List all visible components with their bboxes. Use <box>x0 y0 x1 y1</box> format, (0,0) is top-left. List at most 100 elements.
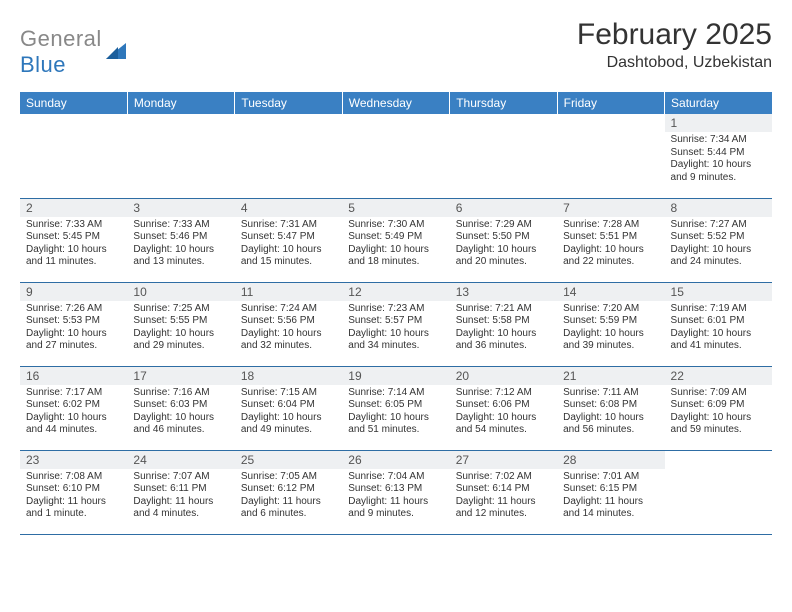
daylight-text: Daylight: 10 hours and 13 minutes. <box>133 244 228 269</box>
day-body: Sunrise: 7:33 AMSunset: 5:46 PMDaylight:… <box>127 217 234 273</box>
day-number: 9 <box>20 283 127 301</box>
day-cell: 28Sunrise: 7:01 AMSunset: 6:15 PMDayligh… <box>557 450 664 534</box>
day-body: Sunrise: 7:23 AMSunset: 5:57 PMDaylight:… <box>342 301 449 357</box>
sunset-text: Sunset: 5:58 PM <box>456 315 551 328</box>
sunset-text: Sunset: 6:05 PM <box>348 399 443 412</box>
sunset-text: Sunset: 5:50 PM <box>456 231 551 244</box>
sunset-text: Sunset: 5:53 PM <box>26 315 121 328</box>
day-cell: 9Sunrise: 7:26 AMSunset: 5:53 PMDaylight… <box>20 282 127 366</box>
daylight-text: Daylight: 10 hours and 9 minutes. <box>671 159 766 184</box>
sunset-text: Sunset: 6:15 PM <box>563 483 658 496</box>
day-body: Sunrise: 7:14 AMSunset: 6:05 PMDaylight:… <box>342 385 449 441</box>
day-body: Sunrise: 7:27 AMSunset: 5:52 PMDaylight:… <box>665 217 772 273</box>
day-cell <box>20 114 127 198</box>
logo-text-blue: Blue <box>20 52 66 77</box>
day-body: Sunrise: 7:30 AMSunset: 5:49 PMDaylight:… <box>342 217 449 273</box>
sunrise-text: Sunrise: 7:08 AM <box>26 471 121 484</box>
day-cell: 27Sunrise: 7:02 AMSunset: 6:14 PMDayligh… <box>450 450 557 534</box>
daylight-text: Daylight: 10 hours and 41 minutes. <box>671 328 766 353</box>
sunrise-text: Sunrise: 7:31 AM <box>241 219 336 232</box>
sunset-text: Sunset: 6:10 PM <box>26 483 121 496</box>
day-body: Sunrise: 7:17 AMSunset: 6:02 PMDaylight:… <box>20 385 127 441</box>
sunrise-text: Sunrise: 7:07 AM <box>133 471 228 484</box>
day-cell: 7Sunrise: 7:28 AMSunset: 5:51 PMDaylight… <box>557 198 664 282</box>
sunrise-text: Sunrise: 7:17 AM <box>26 387 121 400</box>
sunrise-text: Sunrise: 7:29 AM <box>456 219 551 232</box>
day-number: 10 <box>127 283 234 301</box>
sunset-text: Sunset: 5:59 PM <box>563 315 658 328</box>
calendar-table: SundayMondayTuesdayWednesdayThursdayFrid… <box>20 92 772 534</box>
daylight-text: Daylight: 10 hours and 18 minutes. <box>348 244 443 269</box>
sunset-text: Sunset: 6:13 PM <box>348 483 443 496</box>
sunrise-text: Sunrise: 7:19 AM <box>671 303 766 316</box>
week-row: 2Sunrise: 7:33 AMSunset: 5:45 PMDaylight… <box>20 198 772 282</box>
sunrise-text: Sunrise: 7:24 AM <box>241 303 336 316</box>
sunrise-text: Sunrise: 7:20 AM <box>563 303 658 316</box>
daylight-text: Daylight: 10 hours and 11 minutes. <box>26 244 121 269</box>
day-body: Sunrise: 7:01 AMSunset: 6:15 PMDaylight:… <box>557 469 664 525</box>
sunrise-text: Sunrise: 7:05 AM <box>241 471 336 484</box>
day-number: 20 <box>450 367 557 385</box>
day-header: Monday <box>127 92 234 114</box>
day-body: Sunrise: 7:09 AMSunset: 6:09 PMDaylight:… <box>665 385 772 441</box>
sunrise-text: Sunrise: 7:15 AM <box>241 387 336 400</box>
day-cell <box>665 450 772 534</box>
day-header: Sunday <box>20 92 127 114</box>
daylight-text: Daylight: 10 hours and 59 minutes. <box>671 412 766 437</box>
day-body: Sunrise: 7:33 AMSunset: 5:45 PMDaylight:… <box>20 217 127 273</box>
sunrise-text: Sunrise: 7:21 AM <box>456 303 551 316</box>
sunset-text: Sunset: 6:14 PM <box>456 483 551 496</box>
daylight-text: Daylight: 11 hours and 9 minutes. <box>348 496 443 521</box>
daylight-text: Daylight: 10 hours and 32 minutes. <box>241 328 336 353</box>
sunset-text: Sunset: 5:45 PM <box>26 231 121 244</box>
day-number: 19 <box>342 367 449 385</box>
sunset-text: Sunset: 5:51 PM <box>563 231 658 244</box>
sunset-text: Sunset: 6:04 PM <box>241 399 336 412</box>
logo: General Blue <box>20 18 128 78</box>
sunrise-text: Sunrise: 7:11 AM <box>563 387 658 400</box>
sunrise-text: Sunrise: 7:01 AM <box>563 471 658 484</box>
day-cell <box>127 114 234 198</box>
day-number: 16 <box>20 367 127 385</box>
day-body: Sunrise: 7:12 AMSunset: 6:06 PMDaylight:… <box>450 385 557 441</box>
day-body: Sunrise: 7:11 AMSunset: 6:08 PMDaylight:… <box>557 385 664 441</box>
daylight-text: Daylight: 10 hours and 27 minutes. <box>26 328 121 353</box>
day-number: 26 <box>342 451 449 469</box>
day-cell: 24Sunrise: 7:07 AMSunset: 6:11 PMDayligh… <box>127 450 234 534</box>
day-cell: 26Sunrise: 7:04 AMSunset: 6:13 PMDayligh… <box>342 450 449 534</box>
location: Dashtobod, Uzbekistan <box>577 54 772 72</box>
day-cell: 8Sunrise: 7:27 AMSunset: 5:52 PMDaylight… <box>665 198 772 282</box>
sunset-text: Sunset: 6:03 PM <box>133 399 228 412</box>
daylight-text: Daylight: 10 hours and 54 minutes. <box>456 412 551 437</box>
day-body: Sunrise: 7:28 AMSunset: 5:51 PMDaylight:… <box>557 217 664 273</box>
sunrise-text: Sunrise: 7:27 AM <box>671 219 766 232</box>
daylight-text: Daylight: 11 hours and 12 minutes. <box>456 496 551 521</box>
sunrise-text: Sunrise: 7:16 AM <box>133 387 228 400</box>
logo-sail-icon <box>106 41 128 61</box>
sunrise-text: Sunrise: 7:33 AM <box>133 219 228 232</box>
day-number: 4 <box>235 199 342 217</box>
sunset-text: Sunset: 5:52 PM <box>671 231 766 244</box>
daylight-text: Daylight: 10 hours and 44 minutes. <box>26 412 121 437</box>
day-cell: 20Sunrise: 7:12 AMSunset: 6:06 PMDayligh… <box>450 366 557 450</box>
daylight-text: Daylight: 10 hours and 29 minutes. <box>133 328 228 353</box>
sunset-text: Sunset: 5:56 PM <box>241 315 336 328</box>
day-header: Wednesday <box>342 92 449 114</box>
day-cell: 4 Sunrise: 7:31 AMSunset: 5:47 PMDaylight… <box>235 198 342 282</box>
sunset-text: Sunset: 5:47 PM <box>241 231 336 244</box>
day-number: 17 <box>127 367 234 385</box>
sunrise-text: Sunrise: 7:12 AM <box>456 387 551 400</box>
day-body: Sunrise: 7:16 AMSunset: 6:03 PMDaylight:… <box>127 385 234 441</box>
sunset-text: Sunset: 6:08 PM <box>563 399 658 412</box>
day-number: 1 <box>665 114 772 132</box>
daylight-text: Daylight: 10 hours and 15 minutes. <box>241 244 336 269</box>
sunset-text: Sunset: 6:02 PM <box>26 399 121 412</box>
day-number: 6 <box>450 199 557 217</box>
day-cell: 1 Sunrise: 7:34 AMSunset: 5:44 PMDaylight… <box>665 114 772 198</box>
sunset-text: Sunset: 5:44 PM <box>671 147 766 160</box>
day-body: Sunrise: 7:05 AMSunset: 6:12 PMDaylight:… <box>235 469 342 525</box>
daylight-text: Daylight: 10 hours and 34 minutes. <box>348 328 443 353</box>
sunrise-text: Sunrise: 7:34 AM <box>671 134 766 147</box>
day-header: Saturday <box>665 92 772 114</box>
day-cell: 16Sunrise: 7:17 AMSunset: 6:02 PMDayligh… <box>20 366 127 450</box>
